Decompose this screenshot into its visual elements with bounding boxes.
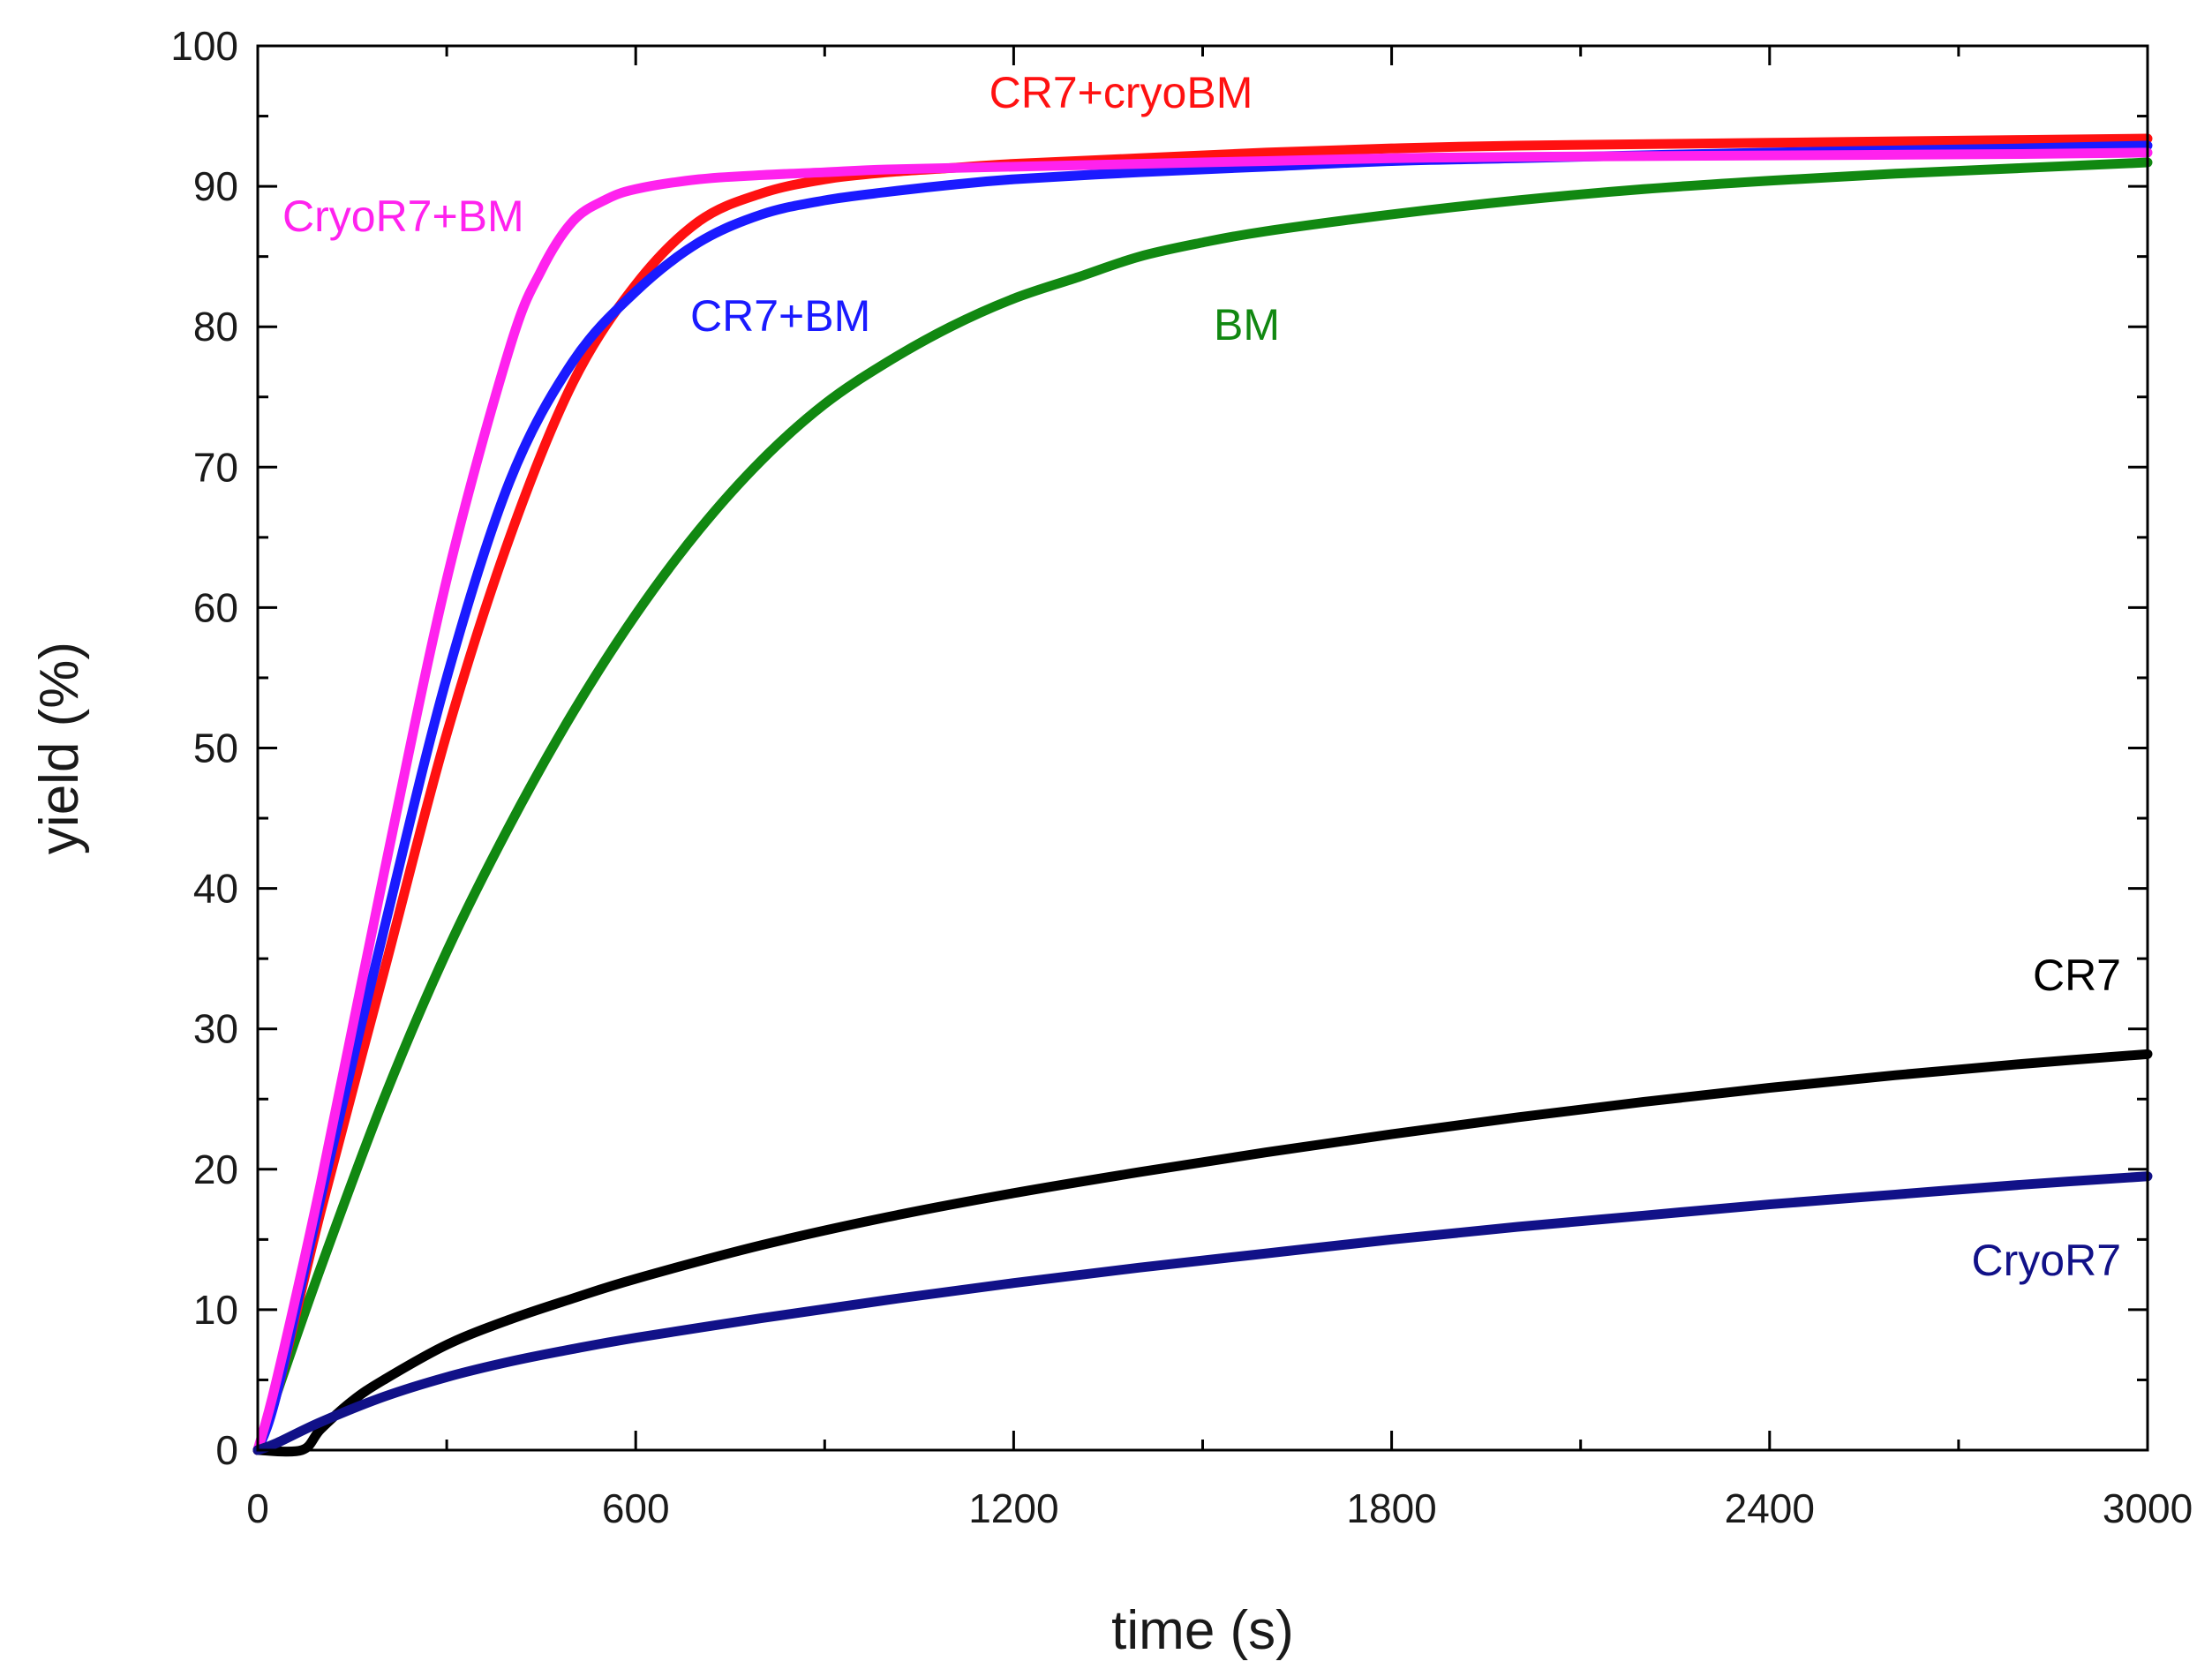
x-tick-label: 3000 <box>2103 1485 2193 1531</box>
x-tick-label: 600 <box>602 1485 670 1531</box>
y-tick-label: 50 <box>193 725 238 771</box>
series-label-bm: BM <box>1214 300 1280 350</box>
x-axis-title: time (s) <box>1111 1600 1294 1661</box>
series-line-bm <box>252 157 2153 1455</box>
x-tick-label: 0 <box>246 1485 269 1531</box>
y-tick-label: 90 <box>193 163 238 209</box>
plot-frame <box>256 44 2149 1452</box>
x-tick-label: 2400 <box>1725 1485 1815 1531</box>
series-line-cr7-cryobm <box>252 133 2153 1455</box>
y-tick-label: 10 <box>193 1287 238 1333</box>
series-label-cryor7-bm: CryoR7+BM <box>282 192 524 241</box>
y-tick-label: 70 <box>193 444 238 490</box>
series-label-cr7-cryobm: CR7+cryoBM <box>989 68 1253 117</box>
y-tick-label: 100 <box>170 23 238 69</box>
labels-layer: BM CR7+cryoBM CR7+BM CryoR7+BM CR7 CryoR7 <box>282 68 2121 1285</box>
series-line-cr7-bm <box>252 140 2153 1455</box>
y-tick-label: 40 <box>193 866 238 912</box>
series-line-cryor7-bm <box>252 147 2153 1455</box>
y-axis-title: yield (%) <box>29 642 90 854</box>
y-tick-label: 30 <box>193 1006 238 1052</box>
y-tick-label: 20 <box>193 1146 238 1192</box>
ticks-layer: 0 600 1200 1800 2400 3000 0 10 20 30 40 50 60 70 80 90 1… <box>170 23 2193 1531</box>
series-layer <box>252 133 2153 1457</box>
y-tick-label: 60 <box>193 584 238 630</box>
x-tick-label: 1200 <box>968 1485 1058 1531</box>
series-label-cryor7: CryoR7 <box>1972 1236 2121 1285</box>
series-line-cryor7 <box>252 1171 2153 1455</box>
series-label-cr7: CR7 <box>2033 951 2121 1000</box>
series-label-cr7-bm: CR7+BM <box>690 291 870 341</box>
y-tick-label: 0 <box>215 1427 238 1473</box>
series-line-cr7 <box>252 1049 2153 1457</box>
x-tick-label: 1800 <box>1346 1485 1436 1531</box>
y-tick-label: 80 <box>193 304 238 350</box>
